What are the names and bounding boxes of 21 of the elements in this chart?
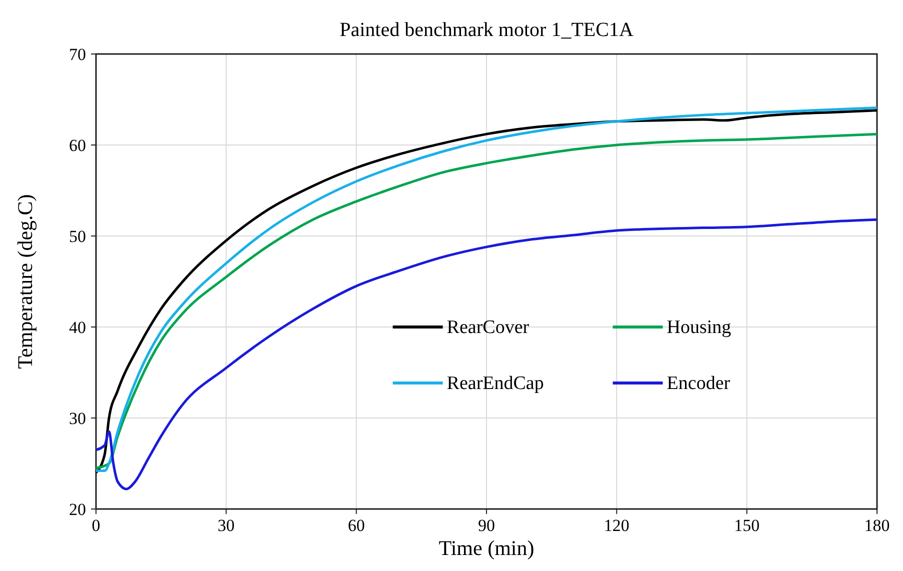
x-axis-title: Time (min) xyxy=(438,536,534,560)
line-series xyxy=(94,218,878,490)
x-tick-label: 60 xyxy=(348,516,365,535)
x-tick-label: 120 xyxy=(604,516,630,535)
legend-label: RearCover xyxy=(446,317,530,338)
x-tick-label: 0 xyxy=(92,516,100,535)
legend-label: RearEndCap xyxy=(446,373,544,394)
x-tick-label: 90 xyxy=(478,516,495,535)
x-tick-label: 150 xyxy=(734,516,760,535)
legend-label: Housing xyxy=(666,317,732,338)
y-tick-label: 50 xyxy=(69,227,86,246)
y-tick-label: 40 xyxy=(69,318,86,337)
legend-label: Encoder xyxy=(666,373,731,394)
x-tick-label: 180 xyxy=(864,516,890,535)
chart-title: Painted benchmark motor 1_TEC1A xyxy=(340,19,634,41)
y-axis-title: Temperature (deg.C) xyxy=(13,194,37,369)
y-tick-label: 60 xyxy=(69,136,86,155)
y-tick-label: 30 xyxy=(69,409,86,428)
y-tick-label: 70 xyxy=(69,45,86,64)
y-tick-label: 20 xyxy=(69,500,86,519)
x-tick-label: 30 xyxy=(218,516,235,535)
